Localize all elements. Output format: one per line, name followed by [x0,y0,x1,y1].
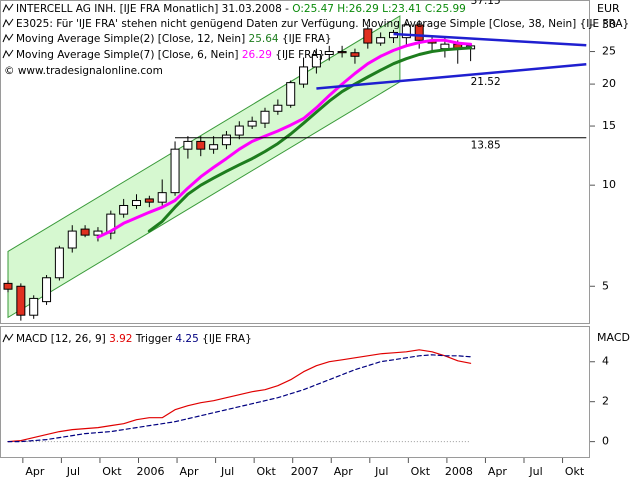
icon [2,33,14,43]
copyright: © www.tradesignalonline.com [4,65,163,77]
y-tick-label: 15 [602,119,616,132]
legend-entry: Moving Average Simple(2) [Close, 12, Nei… [16,33,332,45]
candle-body [363,28,373,44]
candle-body [260,110,270,124]
candle-body [29,297,39,316]
header: INTERCELL AG INH. [IJE FRA Monatlich] 31… [2,2,630,345]
candle-body [286,82,296,106]
quote: O:25.47 H:26.29 L:23.41 C:25.99 [292,3,466,15]
candle-body [337,51,347,54]
legend-value: 4.25 [175,333,198,345]
candle-body [440,43,450,50]
legend-entry: MACD [12, 26, 9] 3.92 Trigger 4.25 {IJE … [16,333,252,345]
x-tick-label: Apr [180,465,200,478]
x-tick-label: Okt [256,465,276,478]
x-tick-label: Jul [528,465,542,478]
candle-body [157,192,167,203]
x-tick-label: Jul [220,465,234,478]
legend-tag: {IJE FRA} [275,49,325,61]
candle-body [247,120,257,127]
series-line [96,38,473,239]
y-axis-label: EUR [597,2,620,15]
candle-body [221,134,231,146]
price-panel [0,0,590,324]
candle-body [106,213,116,234]
candle-body [273,104,283,112]
x-tick-label: Okt [565,465,585,478]
legend-value: 25.64 [249,33,279,45]
macd-plot [7,349,472,443]
notice: E3025: Für 'IJE FRA' stehen nicht genüge… [16,18,629,30]
legend-entry: Moving Average Simple(7) [Close, 6, Nein… [16,49,325,61]
candle-body [16,285,26,316]
candle-body [299,66,309,85]
x-tick-label: 2007 [291,465,319,478]
x-tick-label: Okt [102,465,122,478]
candle-body [414,24,424,41]
macd-panel [0,326,590,458]
candle-body [401,24,411,39]
candle-body [209,144,219,150]
legend-name: Moving Average Simple(2) [Close, 12, Nei… [16,33,245,45]
x-tick-label: Apr [488,465,508,478]
legend-tag: {IJE FRA} [282,33,332,45]
x-tick-label: Okt [411,465,431,478]
candle-body [183,140,193,150]
x-tick-label: Apr [25,465,45,478]
icon [2,49,14,59]
candle-body [93,230,103,236]
x-tick-label: Jul [66,465,80,478]
line-label: 21.52 [471,76,501,88]
price-plot [3,15,587,321]
y-tick-label: 4 [602,355,609,368]
legend-value: 3.92 [109,333,132,345]
candle-body [67,230,77,249]
x-tick-label: Jul [374,465,388,478]
candle-body [119,204,129,215]
title-text: INTERCELL AG INH. [IJE FRA Monatlich] 31… [16,3,289,15]
trend-line [316,63,587,90]
candle-body [42,277,52,303]
trend-line [393,32,587,47]
candle-body [350,52,360,57]
icon [2,333,14,343]
candle-body [170,148,180,194]
line-label: 37.15 [471,0,501,7]
icon [2,18,14,28]
legend-name: Moving Average Simple(7) [Close, 6, Nein… [16,49,239,61]
candle-body [3,282,13,290]
candle-body [54,247,64,279]
y-tick-label: 20 [602,77,616,90]
y-tick-label: 5 [602,279,609,292]
x-tick-label: 2006 [137,465,165,478]
x-tick-label: Apr [334,465,354,478]
candle-body [311,53,321,68]
y-tick-label: 25 [602,45,616,58]
candle-body [234,125,244,136]
x-tick-label: 2008 [445,465,473,478]
series-line [7,354,472,443]
y-tick-label: 10 [602,178,616,191]
icon [2,3,14,13]
y-tick-label: 2 [602,395,609,408]
y-tick-label: 30 [602,18,616,31]
candle-body [324,51,334,55]
legend-name: Trigger [135,333,173,345]
candle-body [80,228,90,236]
candle-body [144,198,154,203]
legend-tag: {IJE FRA} [202,333,252,345]
candle-body [196,140,206,150]
y-axis-label: MACD [597,331,630,344]
line-label: 13.85 [471,140,501,152]
series-line [147,46,473,233]
candle-body [132,200,141,206]
legend-name: MACD [12, 26, 9] [16,333,106,345]
y-tick-label: 0 [602,435,609,448]
legend-value: 26.29 [242,49,272,61]
series-line [7,349,472,443]
title: INTERCELL AG INH. [IJE FRA Monatlich] 31… [16,3,466,15]
candle-body [376,37,386,44]
